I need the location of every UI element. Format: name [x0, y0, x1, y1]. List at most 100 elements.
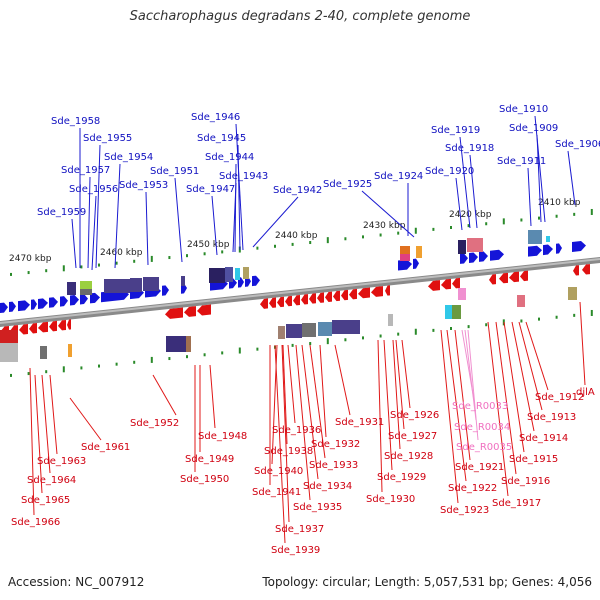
backbone	[0, 257, 600, 327]
gene-arrow	[285, 295, 292, 307]
leader-line	[252, 196, 299, 248]
leader-line	[274, 344, 286, 544]
gene-arrow	[349, 288, 357, 300]
tick-mark	[168, 357, 171, 361]
gene-arrow	[398, 259, 412, 271]
forward-strand-genes	[0, 241, 586, 313]
gene-label: Sde_1947	[186, 184, 235, 195]
leader-line	[309, 344, 326, 459]
gene-label: Sde_1909	[509, 123, 558, 134]
rna-gene-labels: Sde_R0033 Sde_R0034 Sde_R0035	[452, 401, 512, 453]
gene-label: Sde_1939	[271, 545, 320, 556]
gene-arrow	[573, 265, 579, 276]
gene-arrow	[29, 323, 37, 334]
tick-mark	[450, 327, 452, 330]
gene-label: Sde_1965	[21, 495, 70, 506]
leader-line	[211, 195, 218, 256]
tick-mark	[520, 218, 523, 222]
gene-arrow	[358, 287, 370, 299]
gene-label: Sde_1914	[519, 433, 568, 444]
leader-line	[525, 321, 549, 391]
tick-mark	[555, 214, 558, 218]
scale-label: 2440 kbp	[275, 231, 318, 241]
gene-label: Sde_1955	[83, 133, 132, 144]
gene-label: Sde_1924	[374, 171, 423, 182]
gene-arrow	[469, 252, 478, 263]
leader-line	[464, 329, 477, 421]
leader-line	[295, 344, 311, 501]
gene-arrow	[165, 307, 183, 319]
gene-label: Sde_1953	[119, 180, 168, 191]
tick-mark	[450, 226, 452, 229]
tick-mark	[221, 351, 224, 355]
tick-mark	[10, 373, 12, 377]
tick-mark	[326, 338, 329, 345]
leader-line	[281, 344, 290, 523]
gene-label: Sde_1951	[150, 166, 199, 177]
gene-label: Sde_1946	[191, 112, 240, 123]
gene-label: Sde_1930	[366, 494, 415, 505]
gene-label: Sde_1957	[61, 165, 110, 176]
gene-arrow	[582, 264, 590, 275]
leader-line	[69, 397, 102, 441]
gene-arrow	[413, 258, 419, 269]
tick-mark	[432, 227, 435, 231]
gene-label: Sde_1915	[509, 454, 558, 465]
leader-line	[334, 344, 351, 416]
reverse-gene-labels: Sde_1952 Sde_1961 Sde_1963 Sde_1964 Sde_…	[11, 387, 595, 556]
tick-mark	[573, 212, 576, 216]
gene-label: Sde_1938	[264, 446, 313, 457]
gene-arrow	[90, 292, 100, 304]
leader-line	[455, 177, 463, 231]
gene-label: Sde_1961	[81, 442, 130, 453]
tick-mark	[485, 222, 488, 226]
gene-arrow	[49, 320, 57, 332]
gene-label: Sde_1910	[499, 104, 548, 115]
tick-mark	[186, 355, 188, 359]
gene-arrow	[18, 300, 30, 312]
leader-line	[235, 123, 244, 251]
tick-mark	[397, 231, 400, 235]
gene-arrow	[49, 297, 58, 308]
gene-arrow	[441, 278, 451, 290]
gene-arrow	[428, 280, 440, 291]
gene-arrow	[277, 296, 284, 308]
leader-line	[71, 218, 77, 269]
topology-text: Topology: circular; Length: 5,057,531 bp…	[262, 575, 592, 589]
scale-label: 2430 kbp	[363, 221, 406, 231]
gene-label: Sde_1916	[501, 476, 550, 487]
tick-mark	[344, 237, 347, 241]
gene-label: Sde_1906	[555, 139, 600, 150]
tick-mark	[291, 343, 294, 347]
leader-line	[377, 339, 383, 493]
gene-arrow	[269, 297, 276, 308]
gene-arrow	[489, 274, 496, 285]
accession-text: Accession: NC_007912	[8, 575, 145, 589]
tick-mark	[414, 328, 417, 335]
tick-mark	[414, 227, 417, 234]
tick-mark	[98, 364, 100, 368]
leader-line	[319, 344, 327, 438]
scale-label: 2420 kbp	[449, 210, 492, 220]
leader-line	[401, 339, 411, 409]
tick-mark	[115, 362, 118, 366]
tick-mark	[502, 218, 505, 225]
gene-arrow	[309, 293, 316, 304]
gene-arrow	[67, 319, 71, 330]
gene-label: Sde_1941	[252, 487, 301, 498]
leader-line	[234, 163, 237, 253]
gene-label: Sde_1933	[309, 460, 358, 471]
gene-label: Sde_1949	[185, 454, 234, 465]
gene-arrow	[317, 292, 324, 303]
tick-mark	[467, 224, 470, 228]
category-boxes	[67, 230, 550, 295]
gene-label: Sde_1937	[275, 524, 324, 535]
leader-line	[361, 190, 415, 238]
leader-line	[395, 339, 405, 430]
tick-mark	[150, 255, 153, 262]
tick-mark	[538, 317, 540, 321]
gene-label: Sde_1948	[198, 431, 247, 442]
leader-line	[29, 367, 35, 516]
gene-label: Sde_1952	[130, 418, 179, 429]
